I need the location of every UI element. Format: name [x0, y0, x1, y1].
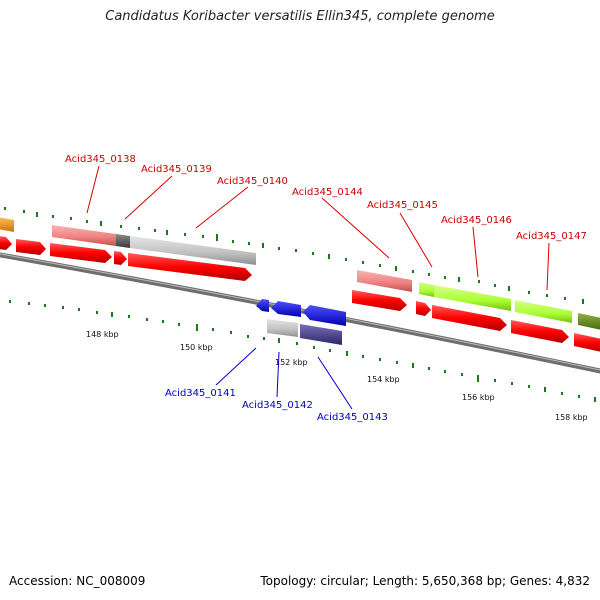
olive-feature-right [578, 313, 600, 330]
gene-label-acid345-0138: Acid345_0138 [65, 154, 136, 165]
feature-acid345-0138 [52, 225, 116, 246]
cds-arrow-acid345-0144 [352, 290, 407, 311]
cds-arrow-acid345-0143 [303, 305, 346, 326]
feature-acid345-0145 [434, 285, 511, 311]
gene-label-acid345-0142: Acid345_0142 [242, 400, 313, 411]
kbp-label-148: 148 kbp [86, 330, 119, 339]
accession-text: Accession: NC_008009 [9, 574, 146, 588]
kbp-label-158: 158 kbp [555, 413, 588, 422]
kbp-label-156: 156 kbp [462, 393, 495, 402]
feature-acid345-0142 [267, 319, 298, 337]
gene-label-acid345-0141: Acid345_0141 [165, 388, 236, 399]
gene-label-acid345-0147: Acid345_0147 [516, 231, 587, 242]
feature-acid345-0140 [130, 236, 256, 265]
kbp-label-150: 150 kbp [180, 343, 213, 352]
gene-label-acid345-0144: Acid345_0144 [292, 187, 363, 198]
cds-arrow-left-edge [0, 236, 12, 250]
forward-tick-row [4, 207, 584, 304]
cds-arrow-2 [16, 239, 46, 255]
gene-label-acid345-0143: Acid345_0143 [317, 412, 388, 423]
topology-text: Topology: circular; Length: 5,650,368 bp… [260, 574, 590, 588]
kbp-label-154: 154 kbp [367, 375, 400, 384]
gene-label-acid345-0145: Acid345_0145 [367, 200, 438, 211]
kbp-label-152: 152 kbp [275, 358, 308, 367]
reverse-feature-row [256, 299, 346, 345]
map-title: Candidatus Koribacter versatilis Ellin34… [105, 9, 495, 24]
feature-acid345-0144 [357, 270, 412, 292]
feature-acid345-0143 [300, 324, 342, 345]
gene-label-acid345-0146: Acid345_0146 [441, 215, 512, 226]
cds-arrow-acid345-0140 [128, 253, 252, 281]
feature-acid345-0147 [515, 300, 572, 323]
reverse-tick-row [9, 300, 596, 402]
cds-arrow-acid345-0139 [114, 251, 127, 265]
cds-arrow-acid345-0145a [416, 301, 431, 316]
forward-callout-lines [86, 165, 550, 291]
cds-arrow-right-edge [574, 333, 600, 352]
gene-label-acid345-0139: Acid345_0139 [141, 164, 212, 175]
orange-feature-left [0, 217, 14, 232]
cds-arrow-acid345-0141 [256, 299, 269, 312]
reverse-callout-lines [215, 347, 353, 410]
cds-arrow-acid345-0142 [271, 301, 301, 317]
cds-arrow-acid345-0147 [511, 320, 569, 343]
cds-arrow-acid345-0146 [432, 305, 507, 331]
gene-label-acid345-0140: Acid345_0140 [217, 176, 288, 187]
feature-acid345-0139 [116, 234, 130, 248]
feature-acid345-0145-dark [419, 282, 434, 297]
forward-cds-row [0, 236, 600, 352]
cds-arrow-acid345-0138 [50, 243, 112, 263]
forward-feature-row [0, 217, 600, 330]
